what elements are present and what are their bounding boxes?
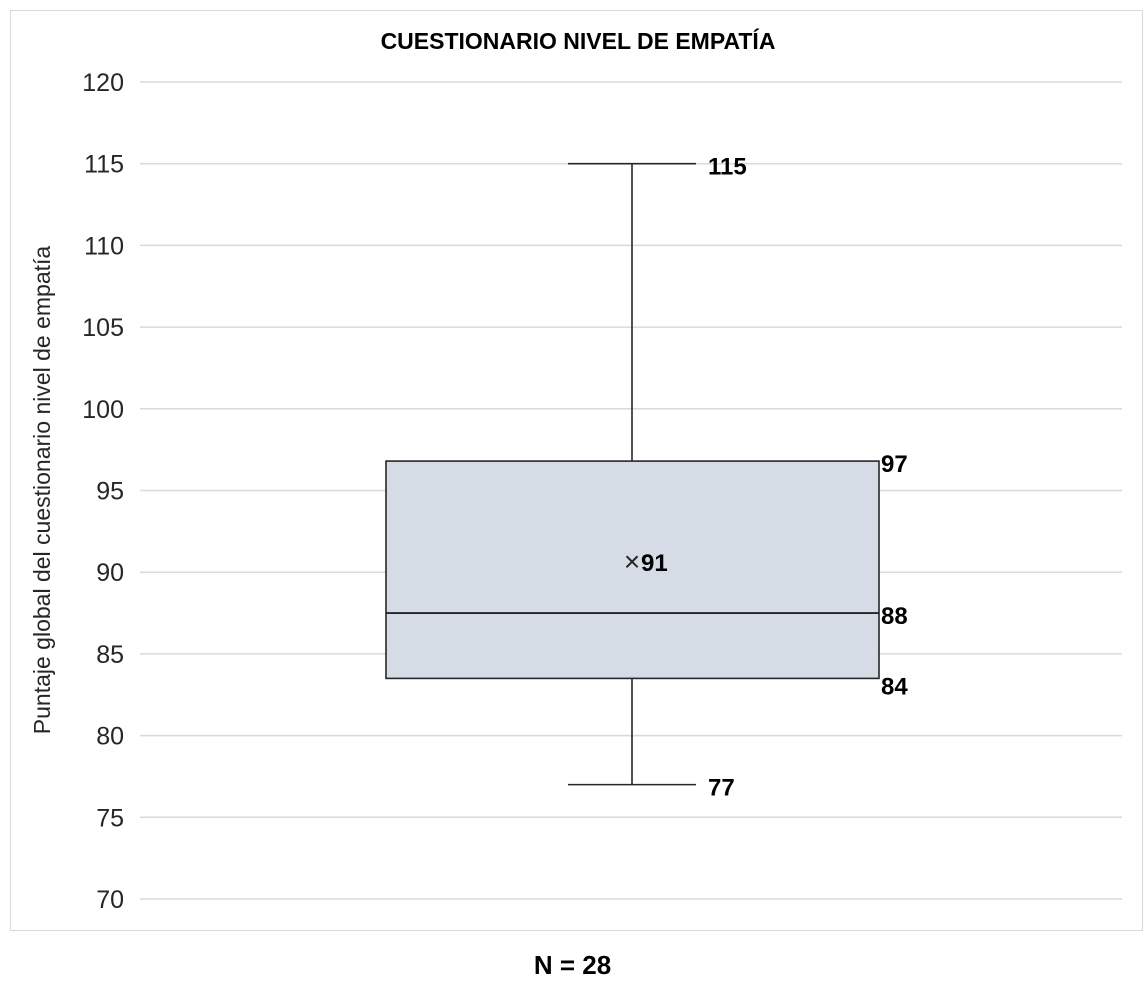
data-labels: 115 77 97 88 84 91: [641, 154, 908, 802]
y-tick-label-110: 110: [84, 232, 124, 260]
data-label-median: 88: [881, 603, 908, 630]
y-tick-label-120: 120: [82, 69, 124, 97]
y-tick-label-75: 75: [96, 804, 124, 832]
y-tick-label-70: 70: [96, 886, 124, 914]
data-label-q1: 84: [881, 673, 908, 700]
iqr-box: [385, 460, 880, 680]
y-tick-label-100: 100: [82, 396, 124, 424]
y-axis-label: Puntaje global del cuestionario nivel de…: [29, 246, 55, 735]
data-label-q3: 97: [881, 451, 908, 478]
data-label-max: 115: [708, 154, 747, 181]
data-label-mean: 91: [641, 550, 668, 577]
y-tick-label-115: 115: [84, 151, 124, 179]
y-tick-label-80: 80: [96, 723, 124, 751]
mean-marker: ×: [624, 546, 640, 577]
y-axis-ticks: 70 75 80 85 90 95 100 105 110 115 120: [82, 69, 124, 914]
y-tick-label-105: 105: [82, 314, 124, 342]
data-label-min: 77: [708, 775, 735, 802]
box-plot-chart: CUESTIONARIO NIVEL DE EMPATÍA Puntaje gl…: [29, 27, 1122, 914]
y-tick-label-90: 90: [96, 559, 124, 587]
box-plot: ×: [385, 162, 880, 786]
sample-size-label: N = 28: [533, 950, 612, 980]
chart-title: CUESTIONARIO NIVEL DE EMPATÍA: [381, 27, 776, 54]
y-tick-label-95: 95: [96, 478, 124, 506]
y-tick-label-85: 85: [96, 641, 124, 669]
